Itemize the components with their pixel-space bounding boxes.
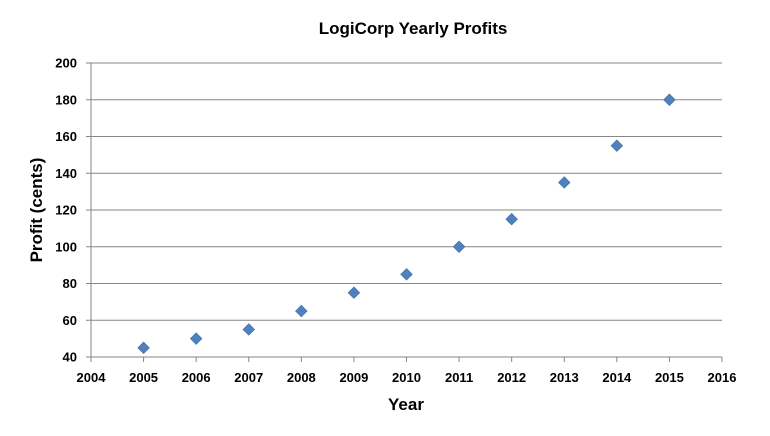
x-tick-label: 2016 — [708, 370, 737, 385]
chart-title: LogiCorp Yearly Profits — [319, 19, 508, 38]
x-tick-label: 2009 — [339, 370, 368, 385]
y-tick-label: 80 — [63, 276, 77, 291]
y-axis-ticks: 40 60 80 100 120 140 160 180 200 — [55, 56, 91, 365]
x-axis-ticks: 2004 2005 2006 2007 2008 2009 2010 2011 2012 2013… — [77, 357, 737, 385]
y-tick-label: 160 — [55, 129, 77, 144]
y-tick-label: 140 — [55, 166, 77, 181]
data-point — [347, 286, 361, 299]
y-axis-label: Profit (cents) — [27, 158, 46, 263]
data-points — [137, 93, 676, 355]
y-tick-label: 200 — [55, 56, 77, 71]
data-point — [452, 240, 466, 253]
x-tick-label: 2014 — [602, 370, 632, 385]
x-tick-label: 2005 — [129, 370, 158, 385]
x-tick-label: 2008 — [287, 370, 316, 385]
data-point — [663, 93, 676, 106]
data-point — [558, 176, 571, 189]
y-tick-label: 100 — [55, 239, 77, 254]
x-tick-label: 2010 — [392, 370, 421, 385]
y-tick-label: 60 — [63, 313, 77, 328]
x-tick-label: 2013 — [550, 370, 579, 385]
y-tick-label: 40 — [63, 350, 77, 365]
data-point — [295, 304, 308, 318]
x-tick-label: 2004 — [77, 370, 107, 385]
y-tick-label: 180 — [55, 92, 77, 107]
x-axis-label: Year — [388, 395, 424, 414]
data-point — [189, 332, 203, 345]
data-point — [137, 341, 150, 355]
x-tick-label: 2011 — [445, 370, 473, 385]
x-tick-label: 2015 — [655, 370, 684, 385]
data-point — [242, 323, 255, 336]
x-tick-label: 2007 — [234, 370, 263, 385]
data-point — [505, 212, 518, 226]
data-point — [400, 268, 413, 281]
x-tick-label: 2012 — [497, 370, 526, 385]
data-point — [610, 139, 624, 152]
x-tick-label: 2006 — [182, 370, 211, 385]
gridlines — [91, 62, 722, 321]
y-tick-label: 120 — [55, 203, 77, 218]
